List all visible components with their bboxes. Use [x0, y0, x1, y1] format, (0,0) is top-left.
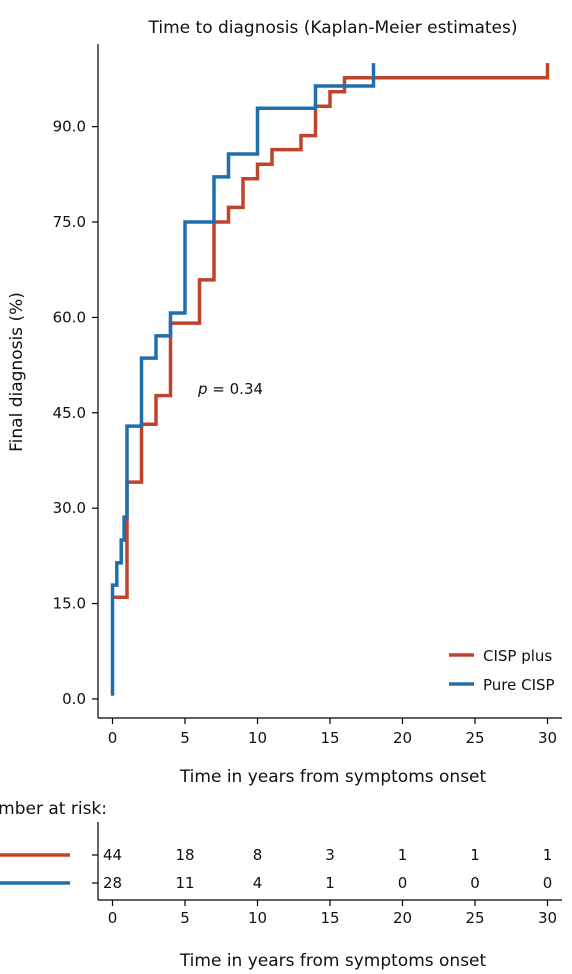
- x-tick-label: 0: [108, 729, 118, 747]
- y-tick-label: 15.0: [53, 595, 86, 613]
- risk-cell: 0: [398, 874, 408, 892]
- risk-x-tick-label: 25: [465, 909, 484, 927]
- p-value-annotation: p = 0.34: [197, 380, 263, 398]
- risk-cell: 44: [103, 846, 122, 864]
- x-tick-label: 20: [393, 729, 412, 747]
- risk-cell: 0: [543, 874, 553, 892]
- main-plot: 0.0 15.0 30.0 45.0 60.0 75.0 90.0 0 5 10 15 20 25 30: [53, 44, 562, 747]
- risk-cell: 8: [253, 846, 263, 864]
- risk-x-tick-label: 15: [320, 909, 339, 927]
- x-tick-label: 30: [538, 729, 557, 747]
- risk-x-tick-label: 20: [393, 909, 412, 927]
- risk-cell: 3: [325, 846, 335, 864]
- risk-cell: 18: [175, 846, 194, 864]
- risk-cell: 4: [253, 874, 263, 892]
- x-tick-label: 5: [180, 729, 190, 747]
- risk-cell: 1: [470, 846, 480, 864]
- risk-x-tick-label: 5: [180, 909, 190, 927]
- y-tick-label: 0.0: [62, 690, 86, 708]
- y-tick-label: 75.0: [53, 213, 86, 231]
- y-axis-label: Final diagnosis (%): [7, 292, 27, 452]
- x-tick-label: 25: [465, 729, 484, 747]
- legend: CISP plus Pure CISP: [449, 647, 555, 694]
- chart-title: Time to diagnosis (Kaplan-Meier estimate…: [148, 18, 518, 38]
- x-tick-label: 15: [320, 729, 339, 747]
- risk-x-tick-label: 30: [538, 909, 557, 927]
- risk-cell: 1: [325, 874, 335, 892]
- y-tick-label: 30.0: [53, 499, 86, 517]
- p-value-symbol: p: [197, 380, 208, 398]
- risk-x-tick-label: 0: [108, 909, 118, 927]
- risk-cell: 1: [398, 846, 408, 864]
- risk-cell: 28: [103, 874, 122, 892]
- legend-label-cisp-plus: CISP plus: [483, 647, 552, 665]
- risk-cell: 11: [175, 874, 194, 892]
- risk-table-title: Number at risk:: [0, 799, 107, 819]
- risk-cell: 0: [470, 874, 480, 892]
- risk-x-axis-label: Time in years from symptoms onset: [179, 951, 487, 971]
- risk-table: 44 18 8 3 1 1 128 11 4 1 0 0 00 5 10 15 20 25 30: [0, 822, 562, 927]
- p-value-text: = 0.34: [208, 380, 264, 398]
- y-tick-label: 45.0: [53, 404, 86, 422]
- y-tick-label: 90.0: [53, 118, 86, 136]
- x-axis-label: Time in years from symptoms onset: [179, 767, 487, 787]
- risk-x-tick-label: 10: [248, 909, 267, 927]
- legend-label-pure-cisp: Pure CISP: [483, 676, 555, 694]
- risk-cell: 1: [543, 846, 553, 864]
- x-tick-label: 10: [248, 729, 267, 747]
- series-line-pure-cisp: [110, 63, 376, 696]
- y-tick-label: 60.0: [53, 308, 86, 326]
- series-line-cisp-plus: [112, 63, 550, 599]
